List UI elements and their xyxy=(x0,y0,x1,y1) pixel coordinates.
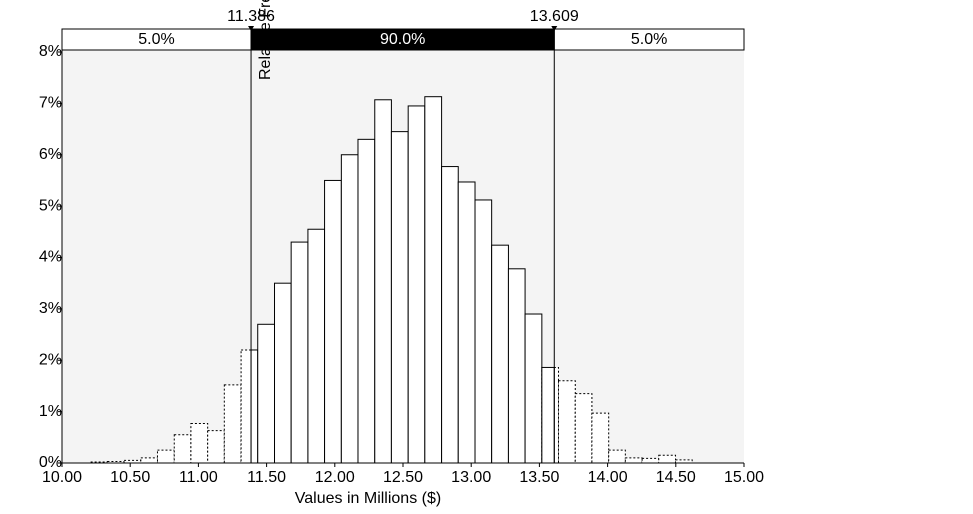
y-tick-label: 6% xyxy=(39,146,62,163)
bar xyxy=(140,457,158,464)
band-label: 5.0% xyxy=(631,31,667,48)
bar xyxy=(340,154,359,464)
y-tick-label: 0% xyxy=(39,454,62,471)
bar xyxy=(307,228,326,464)
bar xyxy=(290,241,309,464)
bar xyxy=(374,99,392,464)
bar xyxy=(407,105,426,464)
bar xyxy=(123,459,142,464)
x-tick-label: 13.00 xyxy=(451,469,491,486)
bar xyxy=(390,131,409,464)
y-tick-label: 5% xyxy=(39,197,62,214)
bar xyxy=(641,457,660,464)
y-tick-label: 4% xyxy=(39,249,62,266)
x-tick-label: 15.00 xyxy=(724,469,764,486)
x-tick-label: 10.00 xyxy=(42,469,82,486)
bar xyxy=(507,268,526,464)
bar xyxy=(441,166,459,464)
bar xyxy=(557,380,576,464)
delimiter-marker xyxy=(551,26,558,31)
bar xyxy=(257,323,276,464)
bar xyxy=(591,412,610,464)
x-tick-label: 10.50 xyxy=(110,469,150,486)
bar xyxy=(624,457,643,464)
x-tick-label: 12.00 xyxy=(315,469,355,486)
y-tick-label: 2% xyxy=(39,351,62,368)
bar xyxy=(658,454,677,464)
y-tick-label: 1% xyxy=(39,403,62,420)
bar xyxy=(274,282,292,464)
band-label: 90.0% xyxy=(380,31,425,48)
x-tick-label: 14.00 xyxy=(588,469,628,486)
x-tick-label: 14.50 xyxy=(656,469,696,486)
x-tick-label: 11.50 xyxy=(247,469,286,486)
x-tick-label: 12.50 xyxy=(383,469,423,486)
bar xyxy=(90,461,108,464)
y-tick-label: 7% xyxy=(39,95,62,112)
bar xyxy=(524,313,543,464)
bar-inner-part xyxy=(250,349,259,464)
delimiter-marker xyxy=(248,26,255,31)
bar xyxy=(173,434,192,464)
bar xyxy=(190,422,209,464)
delimiter-label: 11.386 xyxy=(227,8,275,25)
bar xyxy=(491,244,509,464)
band-label: 5.0% xyxy=(138,31,174,48)
x-tick-label: 13.50 xyxy=(519,469,559,486)
bar xyxy=(424,96,443,464)
x-axis-title: Values in Millions ($) xyxy=(295,490,441,507)
delimiter-label: 13.609 xyxy=(530,8,579,25)
y-tick-label: 3% xyxy=(39,300,62,317)
x-tick-label: 11.00 xyxy=(179,469,218,486)
y-tick-label: 8% xyxy=(39,43,62,60)
bar xyxy=(156,449,175,464)
bar xyxy=(474,199,493,464)
bar xyxy=(324,179,342,464)
bar xyxy=(207,430,225,464)
bar xyxy=(608,449,626,464)
bar xyxy=(457,181,476,464)
bar-inner-part xyxy=(541,366,555,464)
bar xyxy=(574,393,593,464)
bar xyxy=(223,384,242,464)
bar xyxy=(357,138,376,464)
